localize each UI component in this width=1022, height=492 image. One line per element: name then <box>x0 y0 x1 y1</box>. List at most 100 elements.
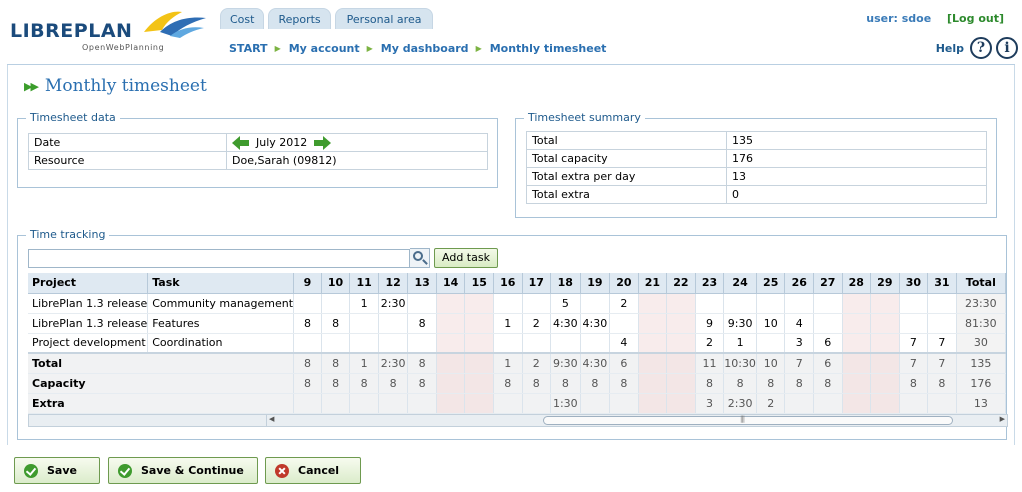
summary-cell <box>870 352 900 374</box>
hours-cell[interactable]: 4:30 <box>550 313 581 334</box>
summary-cell: 8 <box>349 373 379 394</box>
hours-cell[interactable] <box>870 313 900 334</box>
tab-cost[interactable]: Cost <box>220 8 265 29</box>
hours-cell[interactable] <box>756 333 786 354</box>
summary-cell: 8 <box>756 373 786 394</box>
save-button[interactable]: Save <box>14 457 100 484</box>
hours-cell[interactable]: 8 <box>293 313 322 334</box>
horizontal-scrollbar[interactable]: ◀ ||| ▶ <box>266 414 1008 427</box>
hours-cell[interactable]: 2 <box>522 313 552 334</box>
hours-cell[interactable] <box>522 293 552 314</box>
hours-cell[interactable] <box>899 293 929 314</box>
logout-link[interactable]: [Log out] <box>947 12 1004 25</box>
scroll-thumb[interactable]: ||| <box>543 415 953 425</box>
hours-cell[interactable]: 9:30 <box>723 313 757 334</box>
tab-reports[interactable]: Reports <box>268 8 331 29</box>
hours-cell[interactable] <box>756 293 786 314</box>
hours-cell[interactable] <box>784 293 814 314</box>
hours-cell[interactable] <box>293 293 322 314</box>
hours-cell[interactable] <box>493 333 523 354</box>
hours-cell[interactable] <box>927 293 957 314</box>
hours-cell[interactable]: 2 <box>609 293 639 314</box>
hours-cell[interactable] <box>436 293 466 314</box>
save-continue-button[interactable]: Save & Continue <box>108 457 258 484</box>
breadcrumb-my-account[interactable]: My account <box>288 42 360 55</box>
column-header-day: 19 <box>580 273 611 294</box>
hours-cell[interactable]: 2 <box>695 333 725 354</box>
hours-cell[interactable]: 5 <box>550 293 581 314</box>
hours-cell[interactable] <box>842 333 872 354</box>
hours-cell[interactable] <box>378 333 409 354</box>
hours-cell[interactable] <box>870 333 900 354</box>
hours-cell[interactable] <box>493 293 523 314</box>
hours-cell[interactable]: 1 <box>493 313 523 334</box>
hours-cell[interactable] <box>580 333 611 354</box>
hours-cell[interactable] <box>321 293 351 314</box>
hours-cell[interactable]: 1 <box>723 333 757 354</box>
hours-cell[interactable]: 8 <box>407 313 437 334</box>
next-month-icon[interactable] <box>313 135 332 150</box>
summary-cell: 8 <box>927 373 957 394</box>
hours-cell[interactable] <box>666 333 696 354</box>
summary-label: Total <box>526 131 727 150</box>
hours-cell[interactable] <box>609 313 639 334</box>
hours-cell[interactable] <box>638 293 668 314</box>
search-button[interactable] <box>410 248 430 268</box>
hours-cell[interactable] <box>522 333 552 354</box>
hours-cell[interactable] <box>321 333 351 354</box>
hours-cell[interactable]: 6 <box>813 333 843 354</box>
hours-cell[interactable] <box>842 313 872 334</box>
hours-cell[interactable] <box>695 293 725 314</box>
hours-cell[interactable] <box>378 313 409 334</box>
hours-cell[interactable]: 4:30 <box>580 313 611 334</box>
task-search-input[interactable] <box>28 248 410 268</box>
breadcrumb-start[interactable]: START <box>229 42 268 55</box>
breadcrumb-monthly-timesheet[interactable]: Monthly timesheet <box>489 42 607 55</box>
help-link[interactable]: Help <box>935 41 964 55</box>
hours-cell[interactable]: 10 <box>756 313 786 334</box>
summary-cell <box>407 393 437 414</box>
add-task-button[interactable]: Add task <box>434 248 498 268</box>
hours-cell[interactable]: 3 <box>784 333 814 354</box>
hours-cell[interactable]: 4 <box>609 333 639 354</box>
hours-cell[interactable] <box>723 293 757 314</box>
hours-cell[interactable] <box>927 313 957 334</box>
hours-cell[interactable] <box>464 313 494 334</box>
hours-cell[interactable]: 1 <box>349 293 379 314</box>
hours-cell[interactable]: 9 <box>695 313 725 334</box>
scroll-left-icon[interactable]: ◀ <box>269 415 275 423</box>
hours-cell[interactable] <box>666 313 696 334</box>
hours-cell[interactable]: 2:30 <box>378 293 409 314</box>
info-icon[interactable]: i <box>996 37 1018 59</box>
scroll-right-icon[interactable]: ▶ <box>999 415 1005 423</box>
cancel-button[interactable]: Cancel <box>265 457 361 484</box>
hours-cell[interactable] <box>666 293 696 314</box>
hours-cell[interactable] <box>349 313 379 334</box>
hours-cell[interactable] <box>813 293 843 314</box>
hours-cell[interactable] <box>638 313 668 334</box>
previous-month-icon[interactable] <box>232 135 250 150</box>
hours-cell[interactable] <box>293 333 322 354</box>
hours-cell[interactable] <box>407 333 437 354</box>
hours-cell[interactable]: 7 <box>899 333 929 354</box>
help-icon[interactable]: ? <box>970 37 992 59</box>
hours-cell[interactable] <box>638 333 668 354</box>
hours-cell[interactable] <box>407 293 437 314</box>
hours-cell[interactable] <box>436 313 466 334</box>
hours-cell[interactable] <box>813 313 843 334</box>
hours-cell[interactable] <box>464 333 494 354</box>
tab-personal-area[interactable]: Personal area <box>334 8 434 29</box>
hours-cell[interactable] <box>870 293 900 314</box>
hours-cell[interactable]: 4 <box>784 313 814 334</box>
hours-cell[interactable] <box>349 333 379 354</box>
hours-cell[interactable] <box>436 333 466 354</box>
hours-cell[interactable] <box>580 293 611 314</box>
hours-cell[interactable] <box>464 293 494 314</box>
hours-cell[interactable] <box>842 293 872 314</box>
summary-cell: 8 <box>609 373 639 394</box>
hours-cell[interactable]: 7 <box>927 333 957 354</box>
breadcrumb-my-dashboard[interactable]: My dashboard <box>380 42 469 55</box>
hours-cell[interactable] <box>550 333 581 354</box>
hours-cell[interactable] <box>899 313 929 334</box>
hours-cell[interactable]: 8 <box>321 313 351 334</box>
